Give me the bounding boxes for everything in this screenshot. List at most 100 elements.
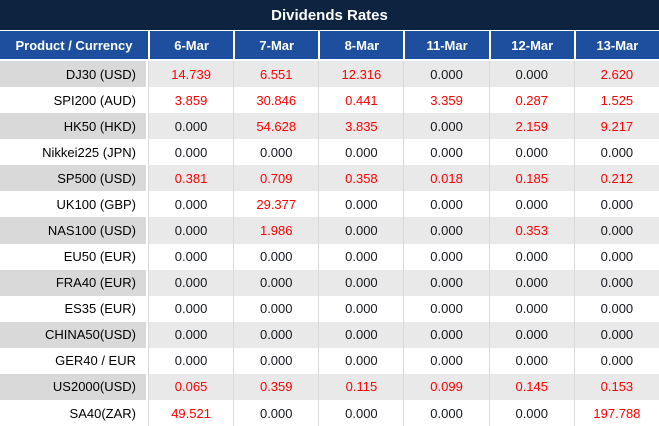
value-cell: 0.000 (318, 243, 403, 270)
value-cell: 0.000 (403, 217, 489, 244)
value-cell: 0.000 (488, 139, 574, 166)
value-cell: 0.441 (318, 87, 403, 114)
value-cell: 0.000 (403, 295, 488, 322)
value-cell: 0.000 (573, 269, 659, 296)
value-cell: 0.000 (148, 191, 233, 218)
value-cell: 0.000 (403, 347, 488, 374)
value-cell: 0.000 (233, 139, 318, 166)
value-cell: 0.000 (403, 139, 488, 166)
value-cell: 3.835 (318, 113, 404, 140)
value-cell: 29.377 (233, 191, 318, 218)
column-header-7-mar: 7-Mar (233, 31, 319, 59)
value-cell: 0.115 (318, 373, 404, 401)
product-cell: UK100 (GBP) (0, 191, 148, 218)
value-cell: 30.846 (233, 87, 318, 114)
value-cell: 0.359 (233, 373, 319, 401)
value-cell: 0.000 (148, 295, 233, 322)
value-cell: 0.000 (403, 400, 488, 426)
value-cell: 54.628 (233, 113, 319, 140)
table-row: Nikkei225 (JPN) 0.000 0.000 0.000 0.000 0.000… (0, 139, 659, 166)
value-cell: 0.000 (318, 191, 403, 218)
value-cell: 0.000 (488, 191, 574, 218)
value-cell: 0.000 (488, 243, 574, 270)
value-cell: 0.185 (488, 165, 574, 192)
value-cell: 0.353 (488, 217, 574, 244)
value-cell: 49.521 (148, 400, 233, 426)
product-cell: US2000(USD) (0, 373, 148, 401)
value-cell: 0.000 (148, 217, 234, 244)
value-cell: 0.000 (403, 191, 488, 218)
value-cell: 0.287 (488, 87, 574, 114)
product-cell: SA40(ZAR) (0, 400, 148, 426)
value-cell: 0.000 (573, 347, 659, 374)
value-cell: 0.000 (318, 347, 403, 374)
value-cell: 14.739 (148, 61, 234, 88)
product-cell: GER40 / EUR (0, 347, 148, 374)
value-cell: 0.000 (403, 269, 489, 296)
table-row: UK100 (GBP) 0.000 29.377 0.000 0.000 0.000 0.0… (0, 191, 659, 218)
value-cell: 0.000 (148, 347, 233, 374)
value-cell: 0.000 (318, 139, 403, 166)
value-cell: 0.000 (573, 295, 659, 322)
product-cell: NAS100 (USD) (0, 217, 148, 244)
value-cell: 0.000 (233, 295, 318, 322)
value-cell: 0.000 (573, 139, 659, 166)
table-row: CHINA50(USD) 0.000 0.000 0.000 0.000 0.000 0.0… (0, 321, 659, 348)
value-cell: 1.986 (233, 217, 319, 244)
table-row: EU50 (EUR) 0.000 0.000 0.000 0.000 0.000 0.000 (0, 243, 659, 270)
value-cell: 0.000 (148, 321, 234, 348)
table-row: HK50 (HKD) 0.000 54.628 3.835 0.000 2.159 9.21… (0, 113, 659, 140)
product-cell: Nikkei225 (JPN) (0, 139, 148, 166)
value-cell: 0.000 (403, 243, 488, 270)
product-cell: ES35 (EUR) (0, 295, 148, 322)
value-cell: 0.000 (573, 243, 659, 270)
value-cell: 0.000 (488, 61, 574, 88)
value-cell: 2.620 (573, 61, 659, 88)
value-cell: 0.000 (318, 269, 404, 296)
table-row: SP500 (USD) 0.381 0.709 0.358 0.018 0.185 0.21… (0, 165, 659, 192)
table-row: NAS100 (USD) 0.000 1.986 0.000 0.000 0.353 0.0… (0, 217, 659, 244)
value-cell: 0.212 (573, 165, 659, 192)
value-cell: 1.525 (573, 87, 659, 114)
product-cell: SP500 (USD) (0, 165, 148, 192)
product-cell: HK50 (HKD) (0, 113, 148, 140)
column-header-6-mar: 6-Mar (148, 31, 234, 59)
column-header-13-mar: 13-Mar (573, 31, 659, 59)
table-row: DJ30 (USD) 14.739 6.551 12.316 0.000 0.000 2.6… (0, 61, 659, 88)
value-cell: 0.000 (233, 321, 319, 348)
value-cell: 3.359 (403, 87, 488, 114)
table-title: Dividends Rates (0, 0, 659, 31)
product-cell: DJ30 (USD) (0, 61, 148, 88)
value-cell: 0.000 (233, 269, 319, 296)
value-cell: 197.788 (573, 400, 659, 426)
value-cell: 0.000 (573, 321, 659, 348)
value-cell: 0.000 (403, 321, 489, 348)
value-cell: 3.859 (148, 87, 233, 114)
value-cell: 0.000 (488, 400, 574, 426)
value-cell: 0.358 (318, 165, 404, 192)
value-cell: 0.000 (488, 269, 574, 296)
table-row: SA40(ZAR) 49.521 0.000 0.000 0.000 0.000 197.7… (0, 400, 659, 426)
value-cell: 0.145 (488, 373, 574, 401)
table-header-row: Product / Currency 6-Mar 7-Mar 8-Mar 11-… (0, 31, 659, 61)
product-cell: FRA40 (EUR) (0, 269, 148, 296)
value-cell: 0.000 (318, 217, 404, 244)
value-cell: 0.000 (233, 400, 318, 426)
table-body: DJ30 (USD) 14.739 6.551 12.316 0.000 0.000 2.6… (0, 61, 659, 426)
product-cell: CHINA50(USD) (0, 321, 148, 348)
product-cell: EU50 (EUR) (0, 243, 148, 270)
table-row: US2000(USD) 0.065 0.359 0.115 0.099 0.145 0.15… (0, 373, 659, 401)
value-cell: 0.000 (488, 321, 574, 348)
value-cell: 0.065 (148, 373, 234, 401)
value-cell: 0.099 (403, 373, 489, 401)
value-cell: 6.551 (233, 61, 319, 88)
value-cell: 0.018 (403, 165, 489, 192)
column-header-12-mar: 12-Mar (488, 31, 574, 59)
value-cell: 9.217 (573, 113, 659, 140)
table-row: SPI200 (AUD) 3.859 30.846 0.441 3.359 0.287 1.… (0, 87, 659, 114)
value-cell: 0.381 (148, 165, 234, 192)
product-cell: SPI200 (AUD) (0, 87, 148, 114)
value-cell: 0.000 (488, 347, 574, 374)
value-cell: 0.153 (573, 373, 659, 401)
